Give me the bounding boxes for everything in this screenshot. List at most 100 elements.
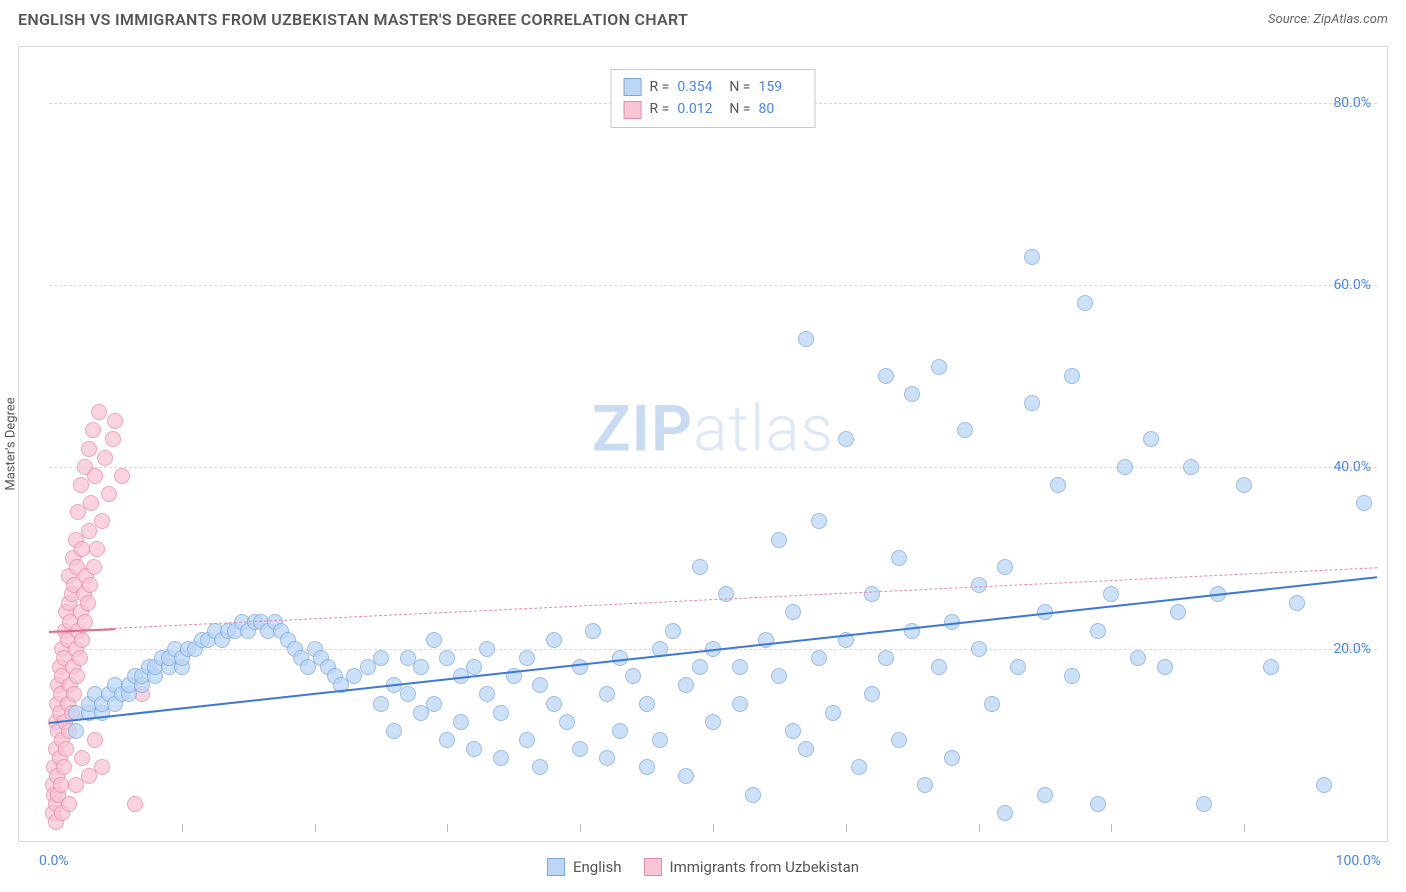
gridline	[49, 467, 1377, 468]
data-point	[107, 413, 123, 429]
data-point	[878, 650, 894, 666]
data-point	[665, 623, 681, 639]
data-point	[1236, 477, 1252, 493]
data-point	[572, 741, 588, 757]
data-point	[61, 796, 77, 812]
data-point	[94, 759, 110, 775]
data-point	[639, 759, 655, 775]
data-point	[652, 732, 668, 748]
y-tick-label: 60.0%	[1333, 277, 1371, 293]
data-point	[91, 404, 107, 420]
data-point	[101, 486, 117, 502]
data-point	[426, 632, 442, 648]
data-point	[891, 732, 907, 748]
data-point	[745, 787, 761, 803]
x-tick-min: 0.0%	[39, 853, 69, 869]
data-point	[81, 441, 97, 457]
y-tick-label: 80.0%	[1333, 95, 1371, 111]
data-point	[73, 477, 89, 493]
legend-label-uzbek: Immigrants from Uzbekistan	[670, 858, 860, 876]
data-point	[74, 541, 90, 557]
legend-top: R =0.354N =159R =0.012N =80	[611, 69, 816, 128]
data-point	[1356, 495, 1372, 511]
x-tick-mark	[315, 824, 316, 832]
data-point	[1077, 295, 1093, 311]
x-tick-mark	[1244, 824, 1245, 832]
data-point	[1090, 623, 1106, 639]
data-point	[612, 723, 628, 739]
data-point	[559, 714, 575, 730]
data-point	[80, 595, 96, 611]
data-point	[519, 650, 535, 666]
data-point	[97, 450, 113, 466]
x-tick-mark	[979, 824, 980, 832]
data-point	[400, 686, 416, 702]
x-tick-mark	[447, 824, 448, 832]
data-point	[1183, 459, 1199, 475]
legend-row-uzbek: R =0.012N =80	[624, 98, 803, 120]
legend-label-english: English	[573, 858, 622, 876]
data-point	[546, 632, 562, 648]
data-point	[931, 359, 947, 375]
data-point	[825, 705, 841, 721]
x-tick-max: 100.0%	[1336, 853, 1381, 869]
data-point	[917, 777, 933, 793]
data-point	[692, 559, 708, 575]
x-tick-mark	[713, 824, 714, 832]
data-point	[519, 732, 535, 748]
data-point	[838, 431, 854, 447]
data-point	[85, 422, 101, 438]
data-point	[944, 750, 960, 766]
data-point	[1037, 787, 1053, 803]
data-point	[373, 696, 389, 712]
data-point	[532, 759, 548, 775]
data-point	[466, 741, 482, 757]
data-point	[439, 732, 455, 748]
data-point	[1103, 586, 1119, 602]
data-point	[931, 659, 947, 675]
data-point	[493, 750, 509, 766]
chart-container: Master's Degree ZIPatlas 20.0%40.0%60.0%…	[18, 46, 1388, 842]
data-point	[572, 659, 588, 675]
data-point	[639, 696, 655, 712]
data-point	[585, 623, 601, 639]
data-point	[997, 805, 1013, 821]
data-point	[1316, 777, 1332, 793]
data-point	[785, 723, 801, 739]
data-point	[692, 659, 708, 675]
data-point	[1090, 796, 1106, 812]
swatch-english	[624, 78, 642, 96]
data-point	[83, 495, 99, 511]
data-point	[105, 431, 121, 447]
swatch-uzbek	[624, 101, 642, 119]
data-point	[1064, 668, 1080, 684]
data-point	[785, 604, 801, 620]
data-point	[74, 632, 90, 648]
legend-bottom: English Immigrants from Uzbekistan	[547, 858, 859, 876]
data-point	[1170, 604, 1186, 620]
data-point	[1117, 459, 1133, 475]
legend-n-label: N =	[729, 98, 750, 120]
data-point	[373, 650, 389, 666]
data-point	[1130, 650, 1146, 666]
data-point	[678, 768, 694, 784]
data-point	[466, 659, 482, 675]
data-point	[705, 714, 721, 730]
data-point	[1289, 595, 1305, 611]
x-tick-mark	[1111, 824, 1112, 832]
data-point	[532, 677, 548, 693]
data-point	[82, 577, 98, 593]
data-point	[69, 668, 85, 684]
source-attribution: Source: ZipAtlas.com	[1268, 12, 1388, 27]
data-point	[678, 677, 694, 693]
data-point	[1024, 395, 1040, 411]
data-point	[77, 614, 93, 630]
data-point	[66, 686, 82, 702]
data-point	[878, 368, 894, 384]
legend-r-label: R =	[650, 98, 670, 120]
data-point	[86, 559, 102, 575]
data-point	[426, 696, 442, 712]
data-point	[493, 705, 509, 721]
legend-row-english: R =0.354N =159	[624, 76, 803, 98]
data-point	[1064, 368, 1080, 384]
